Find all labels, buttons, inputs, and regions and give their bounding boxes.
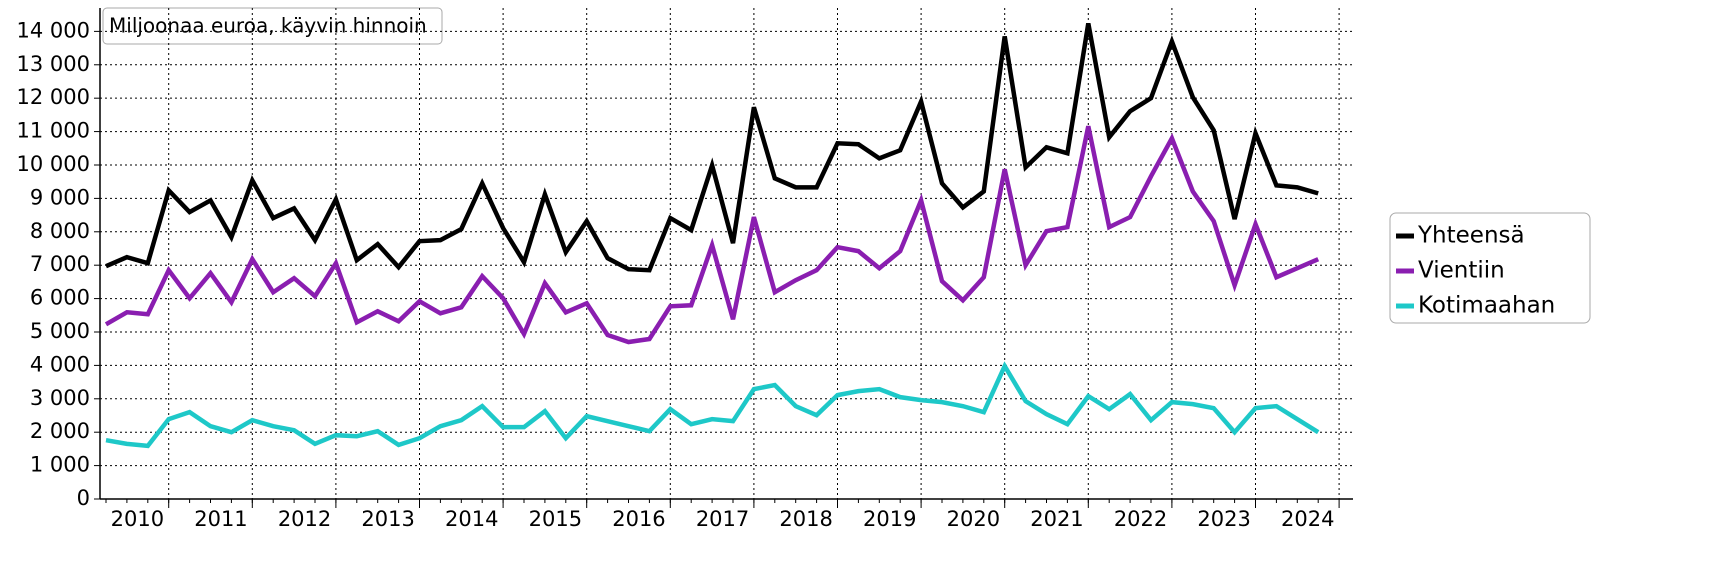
x-tick-label: 2012 [278,507,331,531]
y-tick-label: 8 000 [30,219,90,243]
x-tick-label: 2015 [529,507,582,531]
x-tick-label: 2016 [612,507,665,531]
x-tick-label: 2013 [361,507,414,531]
y-tick-label: 7 000 [30,252,90,276]
x-tick-label: 2014 [445,507,498,531]
y-tick-label: 9 000 [30,185,90,209]
y-tick-label: 6 000 [30,286,90,310]
y-tick-label: 14 000 [17,18,90,42]
y-tick-label: 0 [77,486,90,510]
annotation: Miljoonaa euroa, käyvin hinnoin [109,14,427,38]
y-tick-label: 12 000 [17,85,90,109]
y-tick-label: 3 000 [30,386,90,410]
y-tick-label: 2 000 [30,419,90,443]
y-tick-label: 10 000 [17,152,90,176]
y-tick-label: 1 000 [30,453,90,477]
x-tick-label: 2010 [111,507,164,531]
x-tick-label: 2018 [779,507,832,531]
x-tick-label: 2021 [1030,507,1083,531]
x-tick-label: 2024 [1281,507,1334,531]
x-tick-label: 2020 [947,507,1000,531]
y-tick-label: 11 000 [17,119,90,143]
legend-box [1389,212,1591,324]
line [105,361,1320,449]
x-tick-label: 2019 [863,507,916,531]
legend-label: Yhteensä [1417,223,1525,249]
line [105,22,1319,273]
legend-label: Kotimaahan [1418,293,1555,319]
x-tick-label: 2022 [1114,507,1167,531]
annotation-box [102,7,443,45]
y-tick-label: 4 000 [30,352,90,376]
y-tick-label: 5 000 [30,319,90,343]
line [104,125,1320,345]
x-tick-label: 2011 [194,507,247,531]
legend-label: Vientiin [1418,258,1505,284]
y-tick-label: 13 000 [17,52,90,76]
x-tick-label: 2023 [1197,507,1250,531]
x-tick-label: 2017 [696,507,749,531]
